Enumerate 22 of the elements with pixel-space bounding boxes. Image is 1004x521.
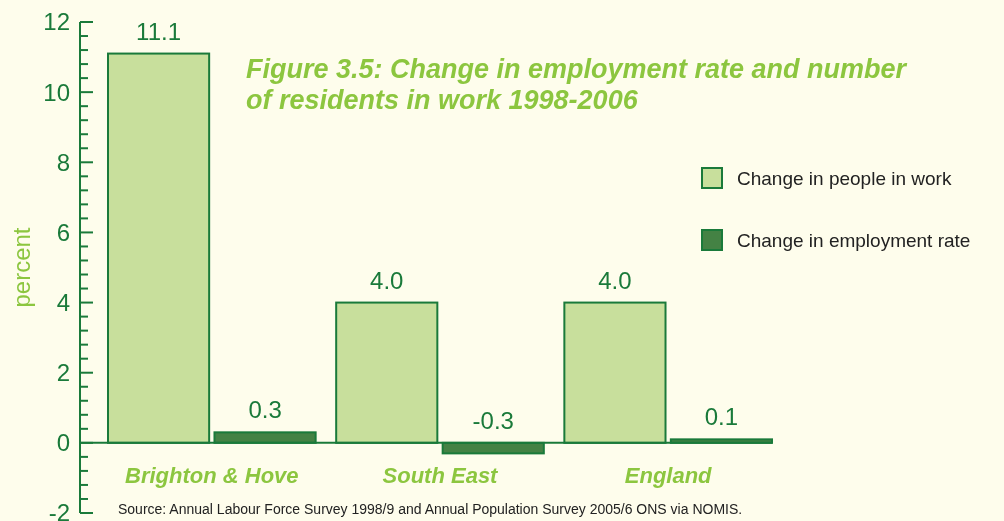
y-tick-label: 6 <box>56 218 70 246</box>
data-label: -0.3 <box>472 406 514 434</box>
y-tick-label: 10 <box>43 78 70 106</box>
y-tick-label: 0 <box>56 429 70 457</box>
data-label: 0.3 <box>248 396 282 424</box>
legend-label: Change in employment rate <box>737 229 971 251</box>
y-tick-label: 4 <box>56 288 70 316</box>
data-label: 4.0 <box>598 266 632 294</box>
y-tick-label: -2 <box>48 499 70 521</box>
y-axis-title: percent <box>8 227 35 308</box>
legend-label: Change in people in work <box>737 167 952 189</box>
x-tick-label: Brighton & Hove <box>125 463 299 488</box>
y-tick-label: 2 <box>56 359 70 387</box>
x-tick-label: South East <box>382 463 500 488</box>
y-tick-label: 8 <box>56 148 70 176</box>
data-label: 0.1 <box>704 403 739 431</box>
data-label: 4.0 <box>370 266 404 294</box>
annotation: Source: Annual Labour Force Survey 1998/9 and Annual Population Survey 2005/6 ONS via NOMIS. <box>118 501 743 517</box>
data-label: 11.1 <box>136 17 182 45</box>
x-tick-label: England <box>624 463 713 488</box>
y-tick-label: 12 <box>43 8 70 36</box>
text: Figure 3.5: Change in employment rate and number of residents in work 1998-2006 <box>246 54 908 115</box>
